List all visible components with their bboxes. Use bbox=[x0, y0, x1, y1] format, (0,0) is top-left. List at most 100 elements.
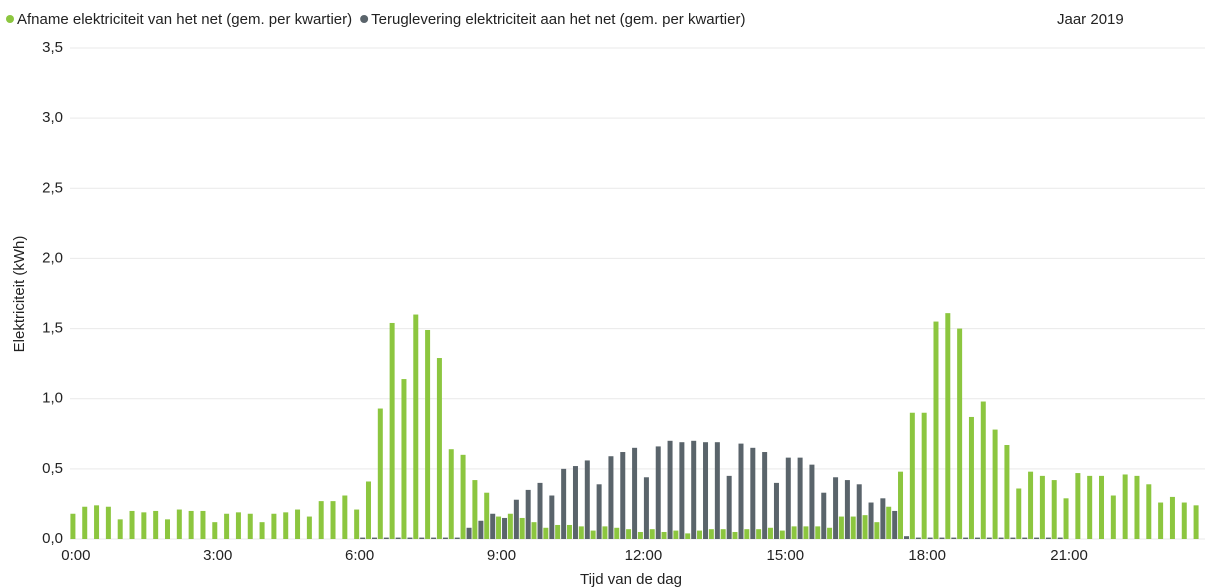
bar bbox=[933, 321, 939, 539]
bar bbox=[833, 477, 839, 539]
bar bbox=[129, 510, 135, 539]
y-tick-label: 2,0 bbox=[42, 249, 63, 266]
bar bbox=[472, 480, 478, 539]
bar bbox=[330, 501, 336, 539]
bar bbox=[620, 452, 626, 539]
bar bbox=[886, 506, 892, 539]
bar bbox=[431, 537, 437, 539]
bar bbox=[561, 468, 567, 539]
bar bbox=[685, 533, 691, 539]
bar bbox=[572, 466, 578, 539]
bar bbox=[1063, 498, 1069, 539]
x-tick-label: 0:00 bbox=[61, 547, 90, 564]
bar bbox=[389, 322, 395, 539]
bar bbox=[105, 506, 111, 539]
x-tick-label: 15:00 bbox=[767, 547, 805, 564]
x-tick-label: 18:00 bbox=[908, 547, 946, 564]
bar bbox=[744, 529, 750, 539]
bar bbox=[502, 517, 508, 539]
bar bbox=[537, 482, 543, 539]
chart-subtitle: Jaar 2019 bbox=[1057, 11, 1124, 28]
bar bbox=[490, 513, 496, 539]
bar bbox=[1181, 502, 1187, 539]
bar bbox=[578, 526, 584, 539]
bar bbox=[691, 440, 697, 539]
legend-label: Afname elektriciteit van het net (gem. p… bbox=[17, 11, 352, 28]
bar bbox=[856, 484, 862, 539]
x-axis-label: Tijd van de dag bbox=[580, 571, 682, 588]
bar bbox=[821, 492, 827, 539]
bar bbox=[590, 530, 596, 539]
bar bbox=[401, 379, 407, 539]
bar bbox=[525, 489, 531, 539]
bar bbox=[767, 527, 773, 539]
bar bbox=[1051, 480, 1057, 539]
bar bbox=[1193, 505, 1199, 539]
bar bbox=[986, 537, 992, 539]
bar bbox=[212, 522, 218, 539]
bar bbox=[1169, 496, 1175, 539]
bar bbox=[454, 537, 460, 539]
bar bbox=[1004, 445, 1010, 539]
legend-marker bbox=[360, 15, 369, 23]
bar bbox=[271, 513, 277, 539]
bar bbox=[1028, 471, 1034, 539]
bar bbox=[1057, 537, 1063, 539]
bar bbox=[484, 492, 490, 539]
x-tick-label: 21:00 bbox=[1050, 547, 1088, 564]
bar bbox=[850, 516, 856, 539]
bar bbox=[596, 484, 602, 539]
bar bbox=[342, 495, 348, 539]
bar bbox=[1034, 537, 1040, 539]
bar bbox=[466, 527, 472, 539]
bar bbox=[661, 531, 667, 539]
bar bbox=[377, 408, 383, 539]
bar bbox=[354, 509, 360, 539]
bar bbox=[153, 510, 159, 539]
bar bbox=[679, 442, 685, 539]
bar bbox=[968, 416, 974, 539]
bar bbox=[904, 536, 910, 539]
bar bbox=[413, 314, 419, 539]
bar bbox=[224, 513, 230, 539]
bar bbox=[945, 313, 951, 539]
bar bbox=[1045, 537, 1051, 539]
bar bbox=[632, 447, 638, 539]
y-tick-label: 1,0 bbox=[42, 390, 63, 407]
legend-label: Teruglevering elektriciteit aan het net … bbox=[371, 11, 745, 28]
x-tick-label: 9:00 bbox=[487, 547, 516, 564]
bar bbox=[1039, 475, 1045, 539]
bar bbox=[1134, 475, 1140, 539]
bar bbox=[94, 505, 100, 539]
legend-marker bbox=[6, 15, 14, 23]
bar bbox=[643, 477, 649, 539]
bar bbox=[1146, 484, 1152, 539]
bar bbox=[880, 498, 886, 539]
x-tick-label: 6:00 bbox=[345, 547, 374, 564]
bar bbox=[779, 530, 785, 539]
bar bbox=[549, 495, 555, 539]
bar bbox=[360, 537, 366, 539]
bar bbox=[773, 482, 779, 539]
bar bbox=[365, 481, 371, 539]
bar bbox=[200, 510, 206, 539]
bar bbox=[844, 480, 850, 539]
bar bbox=[371, 537, 377, 539]
bar bbox=[442, 537, 448, 539]
bar bbox=[797, 457, 803, 539]
bar bbox=[714, 442, 720, 539]
bar bbox=[898, 471, 904, 539]
bar bbox=[909, 412, 915, 539]
y-tick-label: 3,0 bbox=[42, 109, 63, 126]
bar bbox=[803, 526, 809, 539]
bar bbox=[436, 358, 442, 539]
bar bbox=[720, 529, 726, 539]
bar bbox=[531, 522, 537, 539]
bar bbox=[318, 501, 324, 539]
bar bbox=[815, 526, 821, 539]
bar bbox=[306, 516, 312, 539]
bar bbox=[626, 529, 632, 539]
bar bbox=[827, 527, 833, 539]
bar bbox=[756, 529, 762, 539]
